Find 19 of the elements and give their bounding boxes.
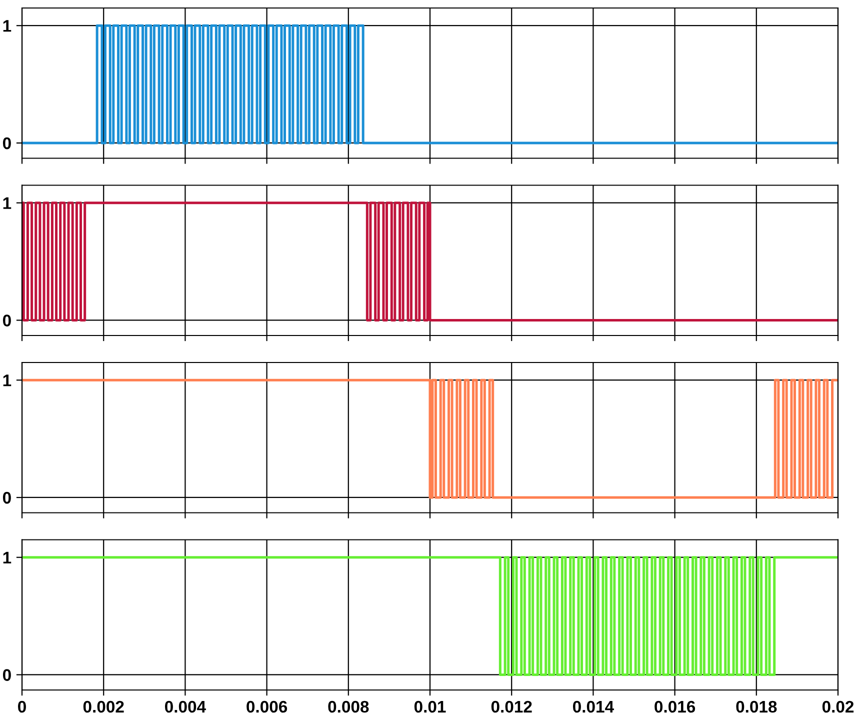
x-tick-label: 0.002 xyxy=(83,700,124,713)
x-tick-label: 0.004 xyxy=(165,700,206,713)
x-tick-label: 0 xyxy=(18,700,26,713)
y-tick-label: 0 xyxy=(2,669,11,681)
x-tick-label: 0.008 xyxy=(328,700,369,713)
x-tick-label: 0.018 xyxy=(736,700,777,713)
x-tick-label: 0.012 xyxy=(491,700,532,713)
y-tick-label: 1 xyxy=(3,374,12,386)
y-tick-label: 0 xyxy=(2,314,11,326)
y-tick-label: 1 xyxy=(3,20,12,32)
y-tick-label: 0 xyxy=(2,137,11,150)
x-tick-label: 0.014 xyxy=(573,700,614,713)
x-tick-label: 0.01 xyxy=(414,700,446,713)
x-tick-label: 0.016 xyxy=(654,700,696,713)
y-tick-label: 1 xyxy=(3,552,12,564)
y-tick-label: 1 xyxy=(3,197,12,209)
x-tick-label: 0.006 xyxy=(246,700,288,713)
y-tick-label: 0 xyxy=(2,492,11,504)
x-tick-label: 0.02 xyxy=(822,700,854,713)
